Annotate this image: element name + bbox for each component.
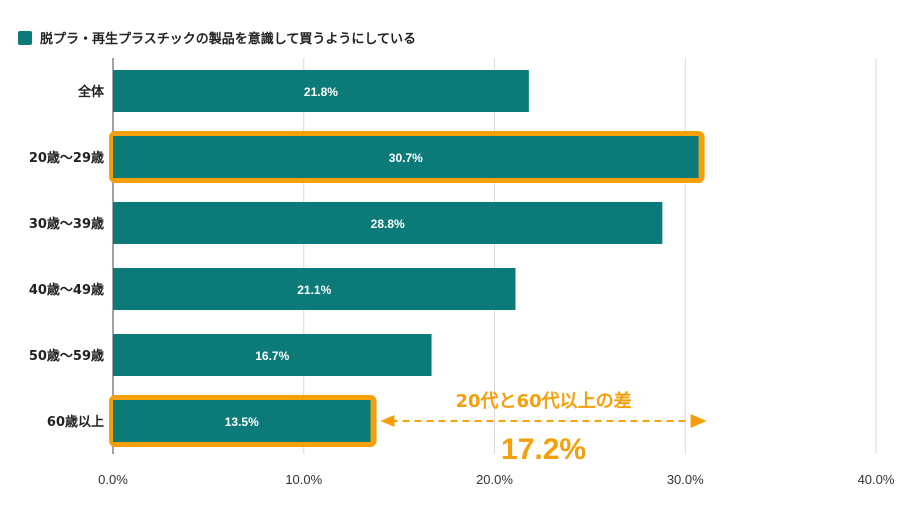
bar <box>113 268 516 310</box>
data-label: 21.1% <box>297 283 331 297</box>
category-label: 30歳〜39歳 <box>29 216 104 232</box>
category-label: 20歳〜29歳 <box>29 150 104 166</box>
bar <box>113 136 699 178</box>
arrow-head-left <box>380 415 395 427</box>
legend-swatch <box>18 30 32 45</box>
data-label: 30.7% <box>389 151 423 165</box>
data-label: 13.5% <box>225 415 259 429</box>
annotation-value: 17.2% <box>501 433 586 466</box>
highlight-box <box>109 395 377 447</box>
bar <box>113 202 663 244</box>
data-label: 21.8% <box>304 85 338 99</box>
x-tick-label: 20.0% <box>476 472 513 487</box>
x-tick-label: 40.0% <box>858 472 895 487</box>
bar <box>113 70 529 112</box>
x-tick-label: 30.0% <box>667 472 704 487</box>
category-label: 60歳以上 <box>47 414 104 430</box>
bar <box>113 334 432 376</box>
category-label: 50歳〜59歳 <box>29 348 104 364</box>
data-label: 16.7% <box>255 349 289 363</box>
arrow-head-right <box>690 414 707 428</box>
legend: 脱プラ・再生プラスチックの製品を意識して買うようにしている <box>18 28 416 47</box>
x-tick-label: 0.0% <box>98 472 128 487</box>
bar <box>113 400 371 442</box>
category-label: 40歳〜49歳 <box>29 282 104 298</box>
legend-label: 脱プラ・再生プラスチックの製品を意識して買うようにしている <box>40 32 416 47</box>
data-label: 28.8% <box>371 217 405 231</box>
highlight-box <box>109 131 705 183</box>
x-tick-label: 10.0% <box>285 472 322 487</box>
category-label: 全体 <box>77 84 105 100</box>
annotation-text: 20代と60代以上の差 <box>456 390 632 412</box>
